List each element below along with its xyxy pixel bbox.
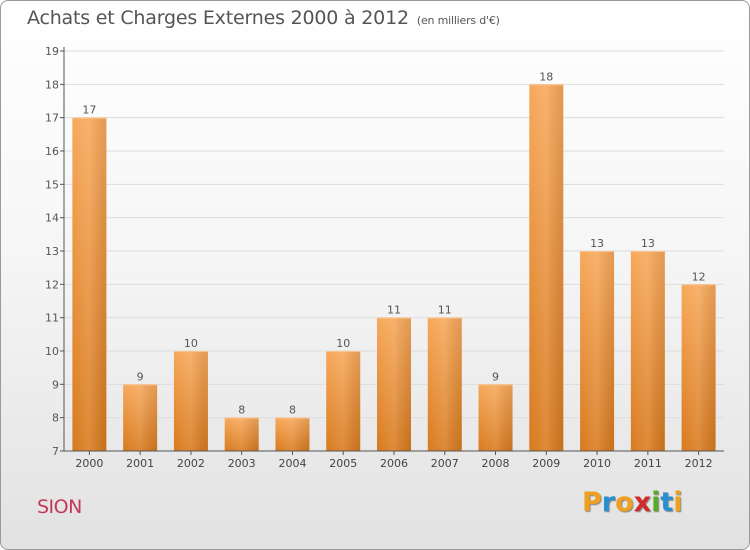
logo-letter: r (601, 487, 616, 518)
data-label: 12 (692, 270, 706, 283)
x-tick-label: 2007 (431, 457, 459, 470)
x-tick-label: 2000 (75, 457, 103, 470)
bar-shine (224, 417, 259, 451)
data-label: 13 (641, 237, 655, 250)
bar-2000 (72, 117, 107, 452)
bar-2006 (377, 317, 411, 451)
data-label: 17 (82, 104, 96, 117)
data-label: 10 (336, 337, 350, 350)
bar-2001 (123, 384, 158, 451)
chart-title-text: Achats et Charges Externes 2000 à 2012 (27, 7, 409, 29)
bar-shine (72, 117, 107, 452)
bar-2004 (275, 417, 310, 451)
y-tick-label: 13 (45, 245, 59, 258)
bar-2011 (630, 251, 665, 451)
bar-shine (427, 317, 462, 451)
bar-2010 (580, 251, 615, 451)
x-tick-label: 2004 (278, 457, 306, 470)
data-label: 11 (387, 304, 401, 317)
data-label: 9 (137, 370, 144, 383)
bar-shine (681, 284, 716, 451)
bar-2003 (224, 417, 259, 451)
y-tick-label: 19 (45, 45, 59, 58)
logo-letter: i (651, 487, 661, 518)
bar-shine (275, 417, 310, 451)
logo-letter: o (615, 487, 634, 518)
x-tick-label: 2005 (329, 457, 357, 470)
data-label: 18 (539, 70, 553, 83)
bar-shine (377, 317, 411, 451)
data-label: 8 (238, 404, 245, 417)
y-tick-label: 12 (45, 278, 59, 291)
data-label: 9 (492, 370, 499, 383)
x-tick-label: 2003 (228, 457, 256, 470)
x-tick-label: 2002 (177, 457, 205, 470)
logo-letter: i (673, 487, 683, 518)
x-tick-label: 2011 (634, 457, 662, 470)
proxiti-logo[interactable]: Proxiti (582, 487, 683, 518)
bar-2012 (681, 284, 716, 451)
bar-2008 (478, 384, 513, 451)
logo-letter: P (582, 487, 602, 518)
x-tick-label: 2006 (380, 457, 408, 470)
commune-name: SION (37, 496, 82, 518)
y-tick-label: 9 (52, 378, 59, 391)
x-tick-label: 2008 (482, 457, 510, 470)
bar-2005 (326, 351, 361, 451)
data-label: 13 (590, 237, 604, 250)
bar-shine (173, 351, 208, 451)
logo-letter: x (633, 487, 652, 518)
y-tick-label: 18 (45, 78, 59, 91)
axes (60, 47, 724, 455)
bar-shine (478, 384, 513, 451)
y-tick-label: 11 (45, 312, 59, 325)
bar-shine (529, 84, 564, 451)
y-tick-label: 7 (52, 445, 59, 458)
bar-2007 (427, 317, 462, 451)
x-tick-label: 2012 (685, 457, 713, 470)
x-tick-label: 2009 (532, 457, 560, 470)
data-label: 8 (289, 404, 296, 417)
chart-title: Achats et Charges Externes 2000 à 2012 (e… (27, 7, 500, 29)
logo-letter: t (660, 487, 674, 518)
y-tick-label: 10 (45, 345, 59, 358)
data-label: 10 (184, 337, 198, 350)
data-label: 11 (438, 304, 452, 317)
y-tick-label: 15 (45, 178, 59, 191)
x-tick-labels: 2000 2001 2002 2003 2004 2005 2006 2007 2008 2009… (75, 457, 712, 470)
bar-2002 (173, 351, 208, 451)
bar-shine (630, 251, 665, 451)
y-tick-label: 17 (45, 112, 59, 125)
chart-unit: (en milliers d'€) (416, 14, 500, 27)
y-tick-labels: 7 8 9 10 11 12 13 14 15 16 17 18 19 (45, 45, 59, 458)
bar-shine (326, 351, 361, 451)
bars (72, 84, 716, 452)
y-tick-label: 16 (45, 145, 59, 158)
data-labels: 17 9 10 8 8 10 11 11 9 18 13 13 12 (82, 70, 705, 416)
y-tick-label: 8 (52, 412, 59, 425)
bar-shine (580, 251, 615, 451)
y-tick-label: 14 (45, 212, 59, 225)
bar-2009 (529, 84, 564, 451)
bar-shine (123, 384, 158, 451)
x-tick-label: 2001 (126, 457, 154, 470)
x-tick-label: 2010 (583, 457, 611, 470)
